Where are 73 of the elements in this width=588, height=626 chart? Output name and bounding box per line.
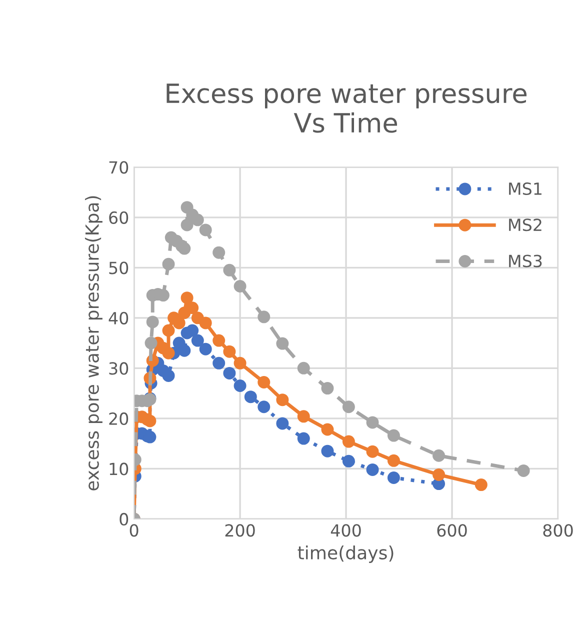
point <box>144 336 158 350</box>
point <box>276 417 289 430</box>
point <box>223 366 236 380</box>
point <box>297 432 310 445</box>
point <box>162 324 175 337</box>
point <box>366 463 379 476</box>
point <box>162 258 175 270</box>
point <box>234 380 246 392</box>
point <box>212 356 226 370</box>
x-tick-label: 400 <box>330 524 361 537</box>
point <box>144 414 156 428</box>
point <box>321 444 334 458</box>
point <box>342 435 355 448</box>
point <box>186 302 199 314</box>
point <box>212 334 226 347</box>
point <box>244 390 257 404</box>
legend-label: MS3 <box>509 254 542 268</box>
point <box>432 468 446 481</box>
point <box>432 449 446 462</box>
point <box>258 376 270 388</box>
y-tick-label: 70 <box>109 161 128 174</box>
point <box>474 478 488 492</box>
point <box>162 369 175 382</box>
point <box>258 400 270 414</box>
point <box>178 242 191 255</box>
point <box>258 310 270 324</box>
y-tick-label: 30 <box>109 362 128 375</box>
point <box>517 464 530 477</box>
point <box>234 356 246 370</box>
point <box>178 344 191 357</box>
point <box>297 362 310 374</box>
x-axis-title: time(days) <box>298 546 394 563</box>
x-tick-label: 600 <box>437 524 467 537</box>
point <box>342 454 355 468</box>
point <box>180 292 194 304</box>
point <box>387 429 400 442</box>
legend-label: MS2 <box>509 218 542 232</box>
point <box>172 316 186 330</box>
y-tick-label: 20 <box>109 412 128 426</box>
y-tick-label: 40 <box>108 312 128 324</box>
point <box>146 316 159 328</box>
x-tick-label: 0 <box>130 524 138 537</box>
x-tick-label: 200 <box>225 524 255 537</box>
point <box>191 214 204 226</box>
point <box>276 394 289 406</box>
point <box>234 280 246 293</box>
point <box>387 471 400 484</box>
point <box>321 382 334 395</box>
chart-title: Excess pore water pressure Vs Time <box>166 84 527 133</box>
point <box>366 445 379 458</box>
y-tick-label: 10 <box>110 462 128 476</box>
point <box>212 246 226 259</box>
point <box>387 454 400 467</box>
point <box>180 218 194 232</box>
point <box>199 342 212 356</box>
y-tick-label: 50 <box>109 262 128 274</box>
point <box>223 264 236 276</box>
point <box>186 324 199 337</box>
y-axis-title: excess pore water pressure(Kpa) <box>84 196 102 490</box>
legend-label: MS1 <box>509 182 542 196</box>
y-tick-label: 60 <box>109 211 128 224</box>
point <box>276 337 289 350</box>
point <box>223 345 236 358</box>
point <box>199 316 212 330</box>
x-tick-label: 800 <box>543 524 573 537</box>
point <box>321 423 334 436</box>
point <box>366 416 379 429</box>
y-tick-label: 0 <box>120 512 128 526</box>
point <box>191 334 204 347</box>
point <box>297 410 310 423</box>
point <box>199 224 212 236</box>
point <box>162 346 175 360</box>
point <box>342 400 355 414</box>
